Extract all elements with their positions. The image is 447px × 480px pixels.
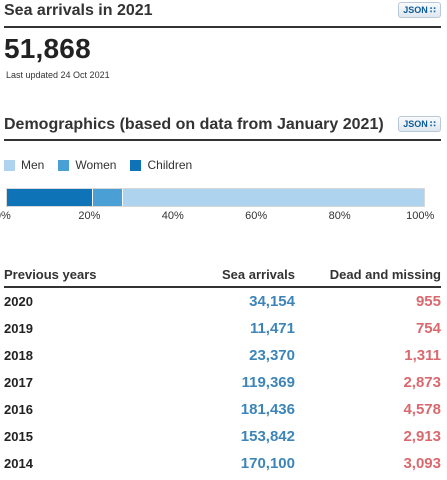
axis-tick-label: 40% xyxy=(161,210,184,222)
axis-tick-label: 20% xyxy=(78,210,101,222)
year-cell: 2019 xyxy=(4,321,33,336)
year-cell: 2014 xyxy=(4,456,33,471)
demographics-header: Demographics (based on data from January… xyxy=(4,116,441,141)
legend-swatch-children xyxy=(130,159,142,171)
dead-missing-cell: 2,873 xyxy=(403,374,441,391)
bar-segment-men xyxy=(121,189,424,206)
header-dead-missing: Dead and missing xyxy=(295,256,441,288)
arrivals-cell: 153,842 xyxy=(240,428,295,445)
year-cell: 2018 xyxy=(4,348,33,363)
sea-arrivals-header: Sea arrivals in 2021 JSON ∷ xyxy=(4,2,441,28)
table-row: 2020 34,154 955 xyxy=(4,287,441,315)
table-row: 2018 23,370 1,311 xyxy=(4,342,441,369)
demographics-legend: Men Women Children xyxy=(4,158,192,172)
arrivals-cell: 34,154 xyxy=(249,293,295,310)
dead-missing-cell: 4,578 xyxy=(403,401,441,418)
legend-item-children: Children xyxy=(130,158,192,172)
dead-missing-cell: 955 xyxy=(415,293,441,310)
legend-swatch-women xyxy=(58,159,70,171)
total-arrivals: 51,868 xyxy=(4,33,91,64)
dead-missing-cell: 3,093 xyxy=(403,455,441,472)
sea-arrivals-json-button[interactable]: JSON ∷ xyxy=(398,2,441,18)
year-cell: 2015 xyxy=(4,429,33,444)
axis-tick-label: 80% xyxy=(328,210,351,222)
demographics-axis: 0% 20% 40% 60% 80% 100% xyxy=(0,210,434,224)
header-previous-years: Previous years xyxy=(4,256,154,288)
dead-missing-cell: 2,913 xyxy=(403,428,441,445)
year-cell: 2020 xyxy=(4,294,33,309)
arrivals-cell: 11,471 xyxy=(249,320,295,337)
table-row: 2016 181,436 4,578 xyxy=(4,396,441,423)
dead-missing-cell: 1,311 xyxy=(404,347,441,364)
table-header-row: Previous years Sea arrivals Dead and mis… xyxy=(4,256,441,288)
legend-label-women: Women xyxy=(75,158,117,172)
axis-tick-label: 0% xyxy=(0,210,11,222)
year-cell: 2016 xyxy=(4,402,33,417)
arrivals-cell: 181,436 xyxy=(240,401,295,418)
arrivals-cell: 170,100 xyxy=(240,455,295,472)
table-row: 2014 170,100 3,093 xyxy=(4,450,441,477)
arrivals-cell: 119,369 xyxy=(241,374,295,391)
json-button-label: JSON xyxy=(403,5,428,15)
previous-years-table: Previous years Sea arrivals Dead and mis… xyxy=(4,256,441,477)
json-button-label: JSON xyxy=(403,119,428,129)
axis-tick-label: 100% xyxy=(406,210,435,222)
header-sea-arrivals: Sea arrivals xyxy=(154,256,295,288)
demographics-bar xyxy=(6,188,425,207)
table-row: 2019 11,471 754 xyxy=(4,315,441,342)
arrivals-cell: 23,370 xyxy=(249,347,295,364)
sea-arrivals-title: Sea arrivals in 2021 xyxy=(4,2,153,19)
bar-segment-women xyxy=(92,189,122,206)
legend-swatch-men xyxy=(4,159,15,171)
demographics-title: Demographics (based on data from January… xyxy=(4,116,384,133)
legend-item-women: Women xyxy=(58,158,116,172)
axis-tick-label: 60% xyxy=(245,210,268,222)
dead-missing-cell: 754 xyxy=(415,320,441,337)
table-row: 2017 119,369 2,873 xyxy=(4,369,441,396)
year-cell: 2017 xyxy=(4,375,33,390)
last-updated: Last updated 24 Oct 2021 xyxy=(6,70,110,80)
legend-item-men: Men xyxy=(4,158,44,172)
legend-label-men: Men xyxy=(21,158,45,172)
bar-segment-children xyxy=(7,189,93,206)
demographics-json-button[interactable]: JSON ∷ xyxy=(398,116,441,132)
rss-icon: ∷ xyxy=(429,119,436,129)
legend-label-children: Children xyxy=(147,158,193,172)
rss-icon: ∷ xyxy=(429,5,436,15)
table-row: 2015 153,842 2,913 xyxy=(4,423,441,450)
